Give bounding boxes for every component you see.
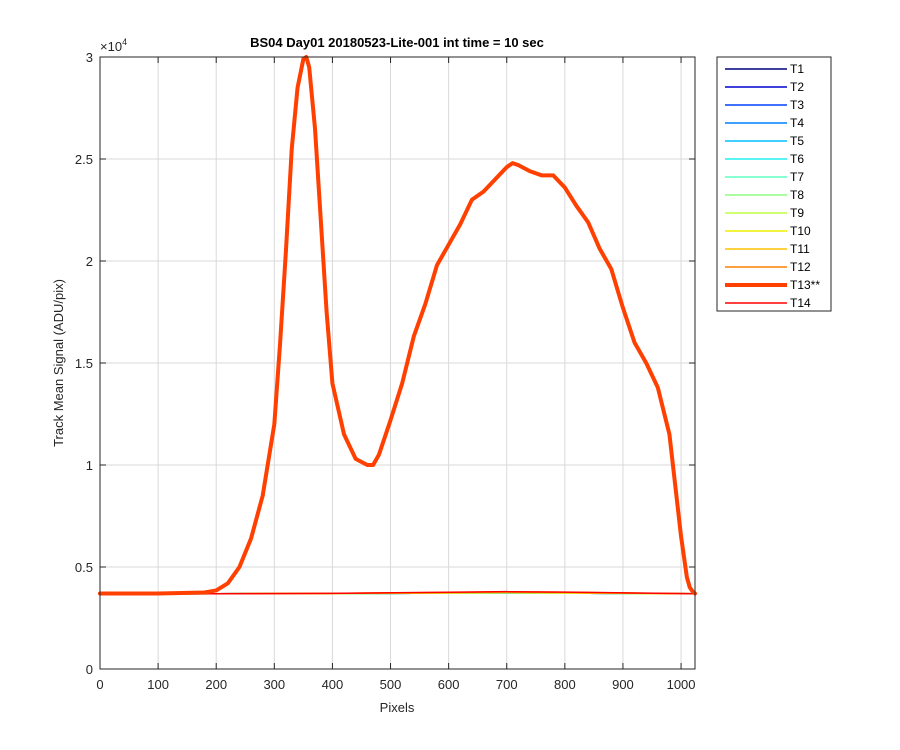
x-tick-label: 200 — [205, 677, 227, 692]
y-exponent-label: ×104 — [100, 37, 127, 54]
y-tick-label: 3 — [86, 50, 93, 65]
legend-label: T9 — [790, 206, 804, 220]
x-tick-label: 800 — [554, 677, 576, 692]
grid — [100, 57, 695, 669]
x-tick-label: 600 — [438, 677, 460, 692]
y-tick-label: 2 — [86, 254, 93, 269]
legend-label: T5 — [790, 134, 804, 148]
series-layer — [98, 55, 697, 596]
legend-box — [716, 56, 832, 312]
y-axis: 0 0.5 1 1.5 2 2.5 3 — [75, 50, 695, 677]
legend-label: T8 — [790, 188, 804, 202]
y-tick-label: 0 — [86, 662, 93, 677]
x-axis: 0 100 200 300 400 500 600 700 800 900 1000 — [96, 57, 696, 692]
y-tick-label: 0.5 — [75, 560, 93, 575]
x-tick-label: 700 — [496, 677, 518, 692]
legend-label: T6 — [790, 152, 804, 166]
legend-label: T12 — [790, 260, 811, 274]
legend-label: T13** — [790, 278, 820, 292]
series-line-t14 — [99, 590, 696, 595]
y-tick-label: 1.5 — [75, 356, 93, 371]
legend-label: T4 — [790, 116, 804, 130]
legend-label: T3 — [790, 98, 804, 112]
legend: T1 T2 T3 T4 T5 T6 T7 T8 T9 T10 T11 T12 T13** T14 — [716, 56, 832, 312]
y-tick-label: 2.5 — [75, 152, 93, 167]
y-axis-label: Track Mean Signal (ADU/pix) — [51, 279, 66, 447]
chart-title: BS04 Day01 20180523-Lite-001 int time = … — [250, 35, 544, 50]
y-tick-label: 1 — [86, 458, 93, 473]
legend-label: T2 — [790, 80, 804, 94]
x-tick-label: 400 — [322, 677, 344, 692]
x-tick-label: 100 — [147, 677, 169, 692]
x-tick-label: 900 — [612, 677, 634, 692]
x-axis-label: Pixels — [380, 700, 415, 715]
x-tick-label: 500 — [380, 677, 402, 692]
series-line-t13 — [98, 55, 697, 596]
legend-label: T10 — [790, 224, 811, 238]
legend-label: T14 — [790, 296, 811, 310]
x-tick-label: 1000 — [667, 677, 696, 692]
legend-label: T1 — [790, 62, 804, 76]
y-exponent-power: 4 — [122, 37, 127, 47]
legend-label: T11 — [790, 242, 810, 256]
x-tick-label: 300 — [263, 677, 285, 692]
legend-label: T7 — [790, 170, 804, 184]
x-tick-label: 0 — [96, 677, 103, 692]
